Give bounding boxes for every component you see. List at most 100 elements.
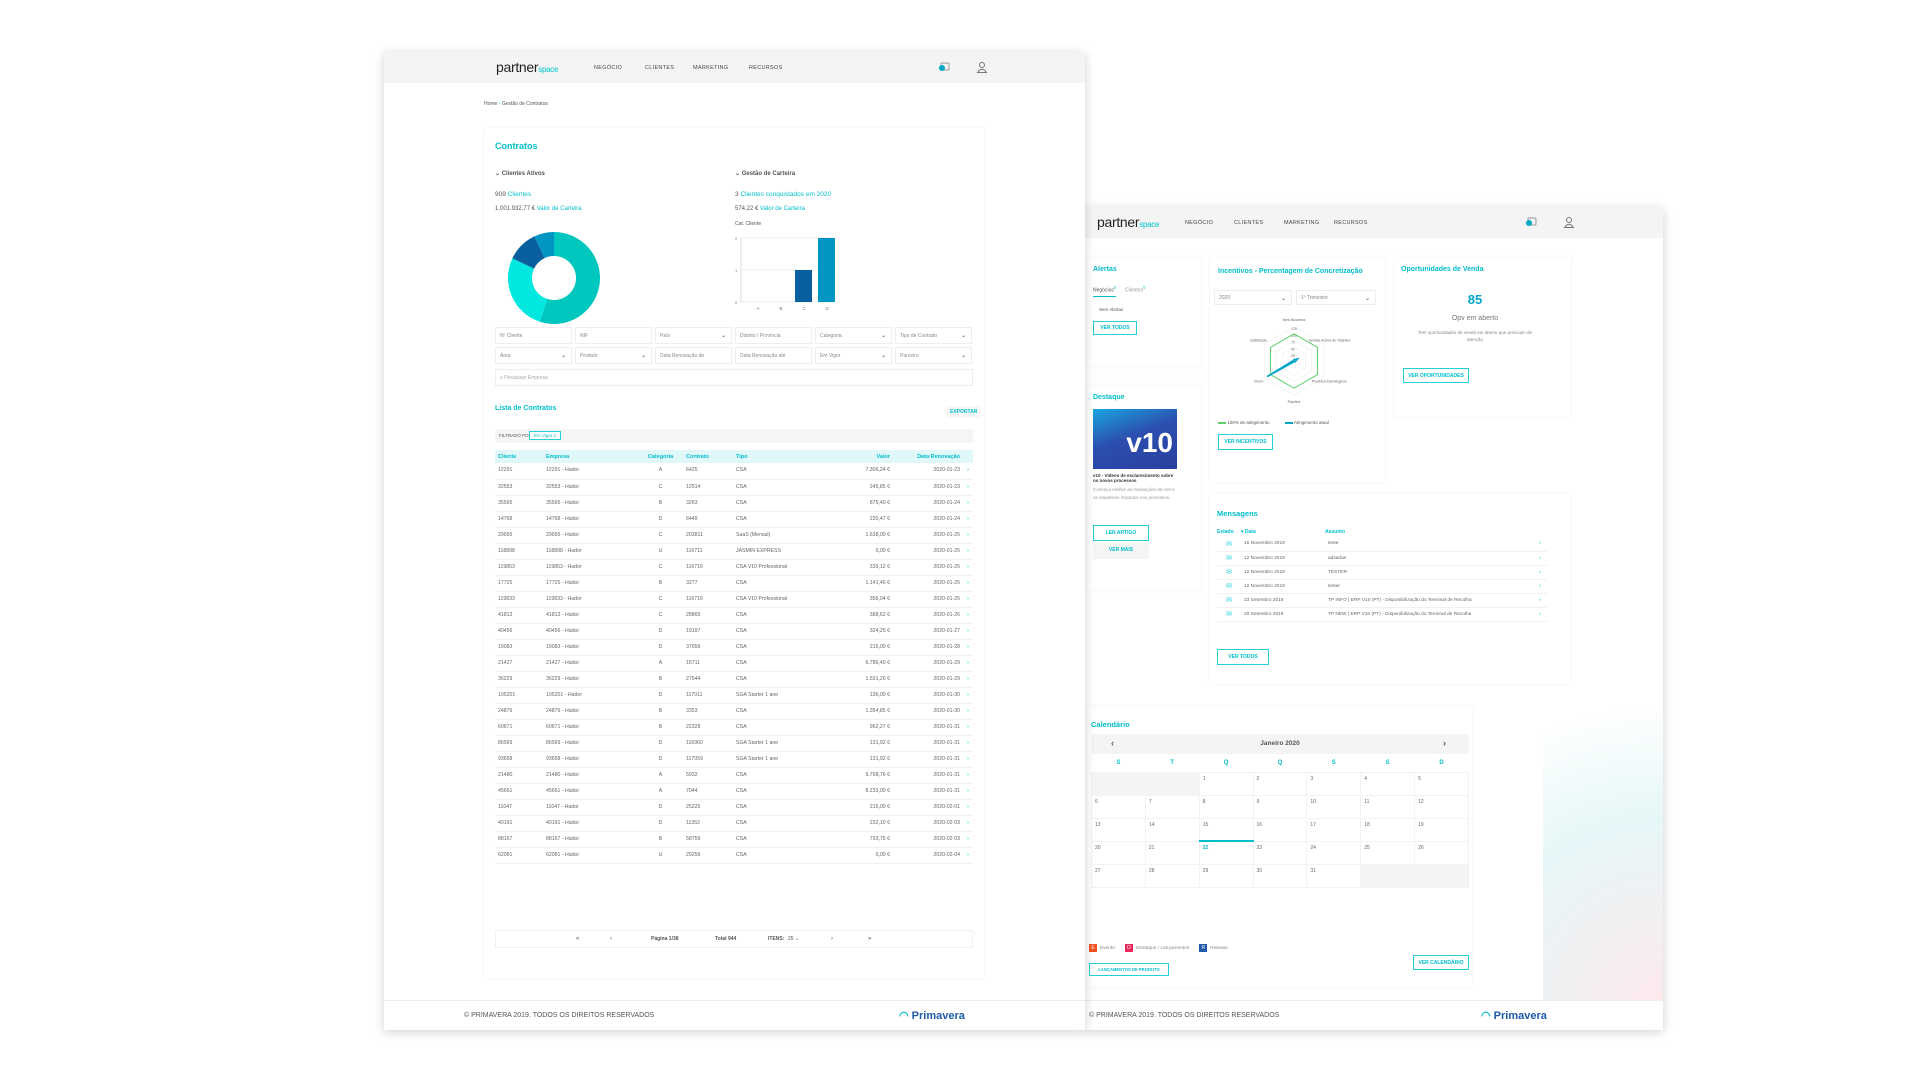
col-3[interactable]: Contrato bbox=[683, 450, 733, 463]
chevron-right-icon[interactable]: › bbox=[1536, 579, 1547, 594]
calendar-day[interactable]: 29 bbox=[1198, 863, 1254, 888]
chevron-right-icon[interactable]: › bbox=[963, 655, 973, 672]
chevron-right-icon[interactable]: › bbox=[963, 831, 973, 848]
nav-negocio[interactable]: NEGÓCIO bbox=[594, 65, 623, 71]
nav-recursos[interactable]: RECURSOS bbox=[749, 65, 783, 71]
nav-clientes[interactable]: CLIENTES bbox=[645, 65, 675, 71]
calendar-day[interactable]: 12 bbox=[1414, 794, 1469, 819]
filter-2[interactable]: País ⌄ bbox=[655, 327, 732, 344]
nav-recursos[interactable]: RECURSOS bbox=[1334, 220, 1368, 226]
chevron-right-icon[interactable]: › bbox=[963, 463, 973, 480]
chevron-right-icon[interactable]: › bbox=[963, 671, 973, 688]
table-row[interactable]: 36229 36229 - Hador B 27644 CSA 1.531,20 €202… bbox=[495, 671, 973, 688]
calendar-day[interactable]: 28 bbox=[1144, 863, 1200, 888]
chevron-right-icon[interactable]: › bbox=[1536, 607, 1547, 622]
partner-space-logo[interactable]: partnerspace bbox=[496, 59, 559, 75]
primavera-logo[interactable]: ◠ Primavera bbox=[899, 1010, 965, 1022]
col-1[interactable]: Empresa bbox=[543, 450, 638, 463]
table-row[interactable]: 41813 41813 - Hador C 28865 CSA 388,62 €2020-… bbox=[495, 607, 973, 624]
table-row[interactable]: 40191 40191 - Hador D 11352 CSA 232,10 €2020-… bbox=[495, 815, 973, 832]
filter-3[interactable]: Distrito / Província bbox=[735, 327, 812, 344]
chevron-right-icon[interactable]: › bbox=[963, 527, 973, 544]
col-2[interactable]: Categoria bbox=[638, 450, 683, 463]
calendar-day[interactable]: 27 bbox=[1091, 863, 1146, 888]
table-row[interactable]: 118898 118898 - Hador U 116711 JASMIN EXPRES… bbox=[495, 543, 973, 560]
calendar-day[interactable]: 6 bbox=[1091, 794, 1146, 819]
see-more-button[interactable]: VER MAIS bbox=[1093, 543, 1149, 559]
calendar-day[interactable]: 19 bbox=[1414, 817, 1469, 842]
chevron-right-icon[interactable]: › bbox=[963, 783, 973, 800]
product-launches-button[interactable]: LANÇAMENTOS DE PRODUTO bbox=[1089, 963, 1169, 976]
user-icon[interactable] bbox=[1563, 216, 1575, 228]
primavera-logo[interactable]: ◠ Primavera bbox=[1481, 1010, 1547, 1022]
table-row[interactable]: 40456 40456 - Hador D 19197 CSA 324,25 €2020-… bbox=[495, 623, 973, 640]
chevron-right-icon[interactable]: › bbox=[1536, 537, 1547, 552]
filter-4[interactable]: Categoria ⌄ bbox=[815, 327, 892, 344]
chevron-right-icon[interactable]: › bbox=[963, 735, 973, 752]
calendar-day[interactable]: 8 bbox=[1198, 794, 1254, 819]
messages-icon[interactable] bbox=[938, 61, 950, 73]
filter-9[interactable]: Data Renovação até bbox=[735, 347, 812, 364]
chevron-right-icon[interactable]: › bbox=[963, 847, 973, 864]
table-row[interactable]: 45661 45661 - Hador A 7044 CSA 8.233,00 €2020… bbox=[495, 783, 973, 800]
col-4[interactable]: Tipo bbox=[733, 450, 833, 463]
chevron-right-icon[interactable]: › bbox=[963, 479, 973, 496]
nav-negocio[interactable]: NEGÓCIO bbox=[1185, 220, 1214, 226]
calendar-day[interactable]: 4 bbox=[1360, 771, 1416, 796]
calendar-day[interactable]: 13 bbox=[1091, 817, 1146, 842]
year-select[interactable]: 2020 ⌄ bbox=[1214, 290, 1292, 305]
chevron-right-icon[interactable]: › bbox=[1536, 565, 1547, 580]
filter-10[interactable]: Em Vigor ⌄ bbox=[815, 347, 892, 364]
calendar-day[interactable]: 24 bbox=[1306, 840, 1362, 865]
chevron-right-icon[interactable]: › bbox=[963, 639, 973, 656]
col-assunto[interactable]: Assunto bbox=[1325, 529, 1345, 535]
chevron-right-icon[interactable]: › bbox=[963, 543, 973, 560]
chevron-right-icon[interactable]: › bbox=[963, 703, 973, 720]
message-row[interactable]: ✉ 20 Setembro 2019 TP NEW | ERP V10 (PT) -… bbox=[1217, 607, 1547, 622]
calendar-day[interactable]: 14 bbox=[1144, 817, 1200, 842]
table-row[interactable]: 12291 12291 - Hador A 6425 CSA 7.306,24 €2020… bbox=[495, 463, 973, 480]
calendar-day[interactable]: 3 bbox=[1306, 771, 1362, 796]
message-row[interactable]: ✉ 12 Novembro 2019 tester › bbox=[1217, 579, 1547, 594]
nav-clientes[interactable]: CLIENTES bbox=[1234, 220, 1264, 226]
filter-8[interactable]: Data Renovação de bbox=[655, 347, 732, 364]
table-row[interactable]: 105201 105201 - Hador D 117011 SGA Starter 1… bbox=[495, 687, 973, 704]
message-row[interactable]: ✉ 12 Novembro 2019 adsadas › bbox=[1217, 551, 1547, 566]
table-row[interactable]: 14768 14768 - Hador D 6449 CSA 230,47 €2020-0… bbox=[495, 511, 973, 528]
table-row[interactable]: 35565 35565 - Hador B 3263 CSA 875,40 €2020-0… bbox=[495, 495, 973, 512]
period-select[interactable]: 1º Trimestre ⌄ bbox=[1296, 290, 1376, 305]
table-row[interactable]: 119833 119833 - Hador C 116716 CSA V10 Profe… bbox=[495, 591, 973, 608]
col-data[interactable]: ▾ Data bbox=[1241, 529, 1256, 535]
see-all-alerts-button[interactable]: VER TODOS bbox=[1093, 321, 1137, 335]
read-article-button[interactable]: LER ARTIGO bbox=[1093, 525, 1149, 541]
company-search-input[interactable]: ⌕ Pesquisar Empresa bbox=[495, 369, 973, 386]
calendar-day[interactable]: 9 bbox=[1252, 794, 1308, 819]
filter-1[interactable]: NIF bbox=[575, 327, 652, 344]
see-opportunities-button[interactable]: VER OPORTUNIDADES bbox=[1403, 368, 1469, 383]
chevron-right-icon[interactable]: › bbox=[963, 591, 973, 608]
table-row[interactable]: 19083 19083 - Hador D 37656 CSA 215,00 €2020-… bbox=[495, 639, 973, 656]
nav-marketing[interactable]: MARKETING bbox=[1284, 220, 1320, 226]
calendar-day[interactable]: 17 bbox=[1306, 817, 1362, 842]
chevron-right-icon[interactable]: › bbox=[963, 719, 973, 736]
filter-0[interactable]: Nº Cliente bbox=[495, 327, 572, 344]
table-row[interactable]: 88167 88167 - Hador B 58759 CSA 793,75 €2020-… bbox=[495, 831, 973, 848]
export-button[interactable]: EXPORTAR bbox=[946, 406, 982, 418]
prev-page-button[interactable]: ‹ bbox=[610, 936, 612, 942]
messages-icon[interactable] bbox=[1525, 216, 1537, 228]
prev-month-button[interactable]: ‹ bbox=[1111, 738, 1114, 748]
col-6[interactable]: Data Renovação bbox=[893, 450, 963, 463]
table-row[interactable]: 60671 60671 - Hador B 22328 CSA 962,27 €2020-… bbox=[495, 719, 973, 736]
message-row[interactable]: ✉ 12 Novembro 2019 TESTER › bbox=[1217, 565, 1547, 580]
chevron-right-icon[interactable]: › bbox=[963, 575, 973, 592]
calendar-day[interactable]: 5 bbox=[1414, 771, 1469, 796]
next-month-button[interactable]: › bbox=[1443, 738, 1446, 748]
chevron-right-icon[interactable]: › bbox=[1536, 593, 1547, 608]
chevron-right-icon[interactable]: › bbox=[963, 687, 973, 704]
chevron-right-icon[interactable]: › bbox=[963, 751, 973, 768]
col-0[interactable]: Cliente bbox=[495, 450, 543, 463]
next-page-button[interactable]: › bbox=[831, 936, 833, 942]
message-row[interactable]: ✉ 15 Novembro 2019 teste › bbox=[1217, 537, 1547, 552]
chevron-right-icon[interactable]: › bbox=[963, 799, 973, 816]
chevron-right-icon[interactable]: › bbox=[963, 495, 973, 512]
